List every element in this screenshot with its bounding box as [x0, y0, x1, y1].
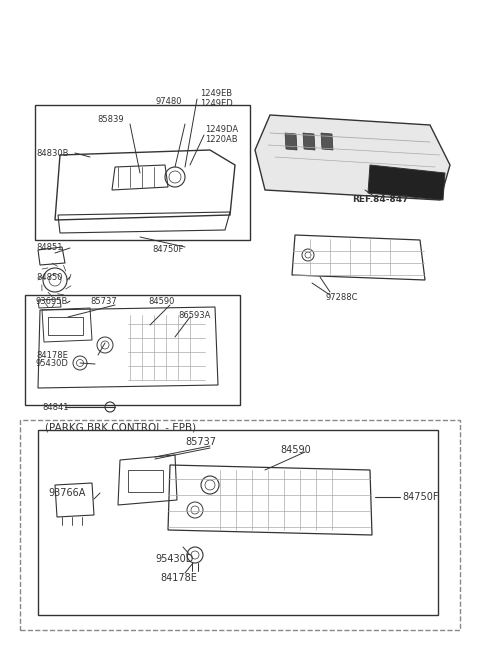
Text: 84850: 84850	[36, 272, 62, 282]
Text: 84178E: 84178E	[36, 350, 68, 360]
Text: 86593A: 86593A	[178, 310, 210, 320]
Polygon shape	[255, 115, 450, 200]
Bar	[48, 317, 83, 335]
Text: 84841: 84841	[42, 403, 69, 411]
Polygon shape	[285, 133, 297, 150]
Text: 84830B: 84830B	[36, 149, 69, 157]
Text: 84750F: 84750F	[152, 246, 183, 255]
Text: 95430D: 95430D	[36, 360, 69, 369]
Bar	[128, 470, 163, 492]
Text: 1249EB: 1249EB	[200, 90, 232, 98]
Text: 1249DA: 1249DA	[205, 126, 238, 134]
Text: 93695B: 93695B	[36, 297, 68, 305]
Polygon shape	[321, 133, 333, 150]
Text: 93766A: 93766A	[48, 488, 85, 498]
Text: 95430D: 95430D	[155, 554, 193, 564]
Text: 84590: 84590	[280, 445, 311, 455]
Text: 84750F: 84750F	[402, 492, 439, 502]
Text: 84590: 84590	[148, 297, 174, 307]
Text: 85737: 85737	[90, 297, 117, 307]
Polygon shape	[303, 133, 315, 150]
Bar	[25, 295, 240, 405]
Bar	[35, 105, 250, 240]
Bar	[38, 430, 438, 615]
Text: 1220AB: 1220AB	[205, 134, 238, 143]
Text: REF.84-847: REF.84-847	[352, 195, 408, 204]
Text: 85737: 85737	[185, 437, 216, 447]
Text: 97480: 97480	[155, 96, 181, 105]
Text: 84851: 84851	[36, 244, 62, 252]
Polygon shape	[368, 165, 445, 200]
Text: (PARKG BRK CONTROL - EPB): (PARKG BRK CONTROL - EPB)	[45, 422, 196, 432]
Text: 84178E: 84178E	[160, 573, 197, 583]
Text: 97288C: 97288C	[325, 293, 358, 303]
Text: 1249ED: 1249ED	[200, 98, 233, 107]
Bar	[20, 420, 460, 630]
Text: 85839: 85839	[97, 115, 124, 124]
